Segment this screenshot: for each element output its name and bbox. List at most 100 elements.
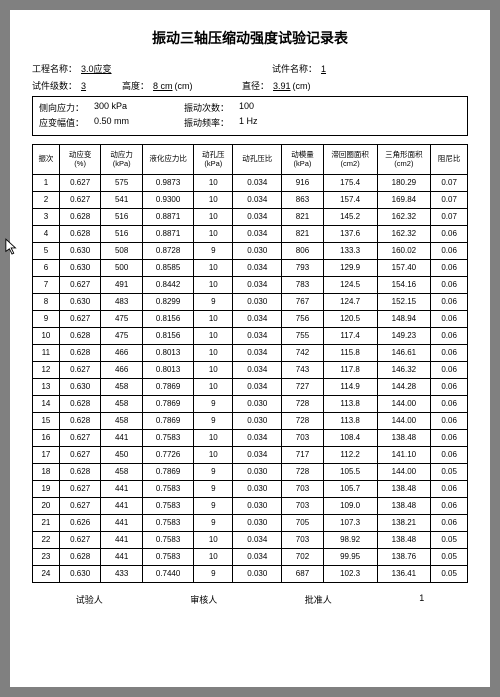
table-cell: 0.7869: [142, 464, 193, 481]
table-cell: 433: [101, 566, 143, 583]
table-cell: 0.06: [431, 260, 468, 277]
table-cell: 703: [282, 532, 324, 549]
table-cell: 4: [33, 226, 60, 243]
table-cell: 742: [282, 345, 324, 362]
table-cell: 108.4: [323, 430, 377, 447]
table-cell: 441: [101, 515, 143, 532]
table-row: 240.6304330.744090.030687102.3136.410.05: [33, 566, 468, 583]
spec-label: 试件名称：: [272, 62, 317, 75]
table-cell: 9: [194, 481, 233, 498]
footer-reviewer: 审核人: [190, 593, 217, 606]
b2a-label: 应变幅值：: [39, 116, 94, 129]
table-header-cell: 动孔压比: [233, 145, 282, 175]
table-cell: 0.627: [59, 277, 101, 294]
table-cell: 2: [33, 192, 60, 209]
table-cell: 0.06: [431, 515, 468, 532]
table-cell: 0.628: [59, 328, 101, 345]
height-unit: (cm): [175, 81, 193, 91]
table-cell: 0.06: [431, 277, 468, 294]
table-cell: 500: [101, 260, 143, 277]
table-cell: 162.32: [377, 209, 431, 226]
table-cell: 10: [194, 532, 233, 549]
table-cell: 138.21: [377, 515, 431, 532]
spec-value: 1: [321, 64, 326, 74]
table-cell: 9: [194, 294, 233, 311]
table-row: 140.6284580.786990.030728113.8144.000.06: [33, 396, 468, 413]
table-cell: 0.06: [431, 311, 468, 328]
table-cell: 756: [282, 311, 324, 328]
table-cell: 705: [282, 515, 324, 532]
table-cell: 475: [101, 311, 143, 328]
table-cell: 441: [101, 549, 143, 566]
table-cell: 0.034: [233, 430, 282, 447]
proj-value: 3.0应变: [81, 62, 112, 75]
table-cell: 10: [194, 277, 233, 294]
table-cell: 466: [101, 345, 143, 362]
table-cell: 491: [101, 277, 143, 294]
table-cell: 767: [282, 294, 324, 311]
table-cell: 13: [33, 379, 60, 396]
table-cell: 793: [282, 260, 324, 277]
table-cell: 112.2: [323, 447, 377, 464]
table-cell: 516: [101, 209, 143, 226]
table-row: 50.6305080.872890.030806133.3160.020.06: [33, 243, 468, 260]
table-cell: 0.628: [59, 464, 101, 481]
b2b-label: 振动频率：: [184, 116, 239, 129]
footer: 试验人 审核人 批准人 1: [32, 593, 468, 606]
table-cell: 10: [194, 345, 233, 362]
table-cell: 138.48: [377, 481, 431, 498]
table-cell: 0.034: [233, 277, 282, 294]
table-cell: 0.628: [59, 345, 101, 362]
table-cell: 806: [282, 243, 324, 260]
table-cell: 16: [33, 430, 60, 447]
table-row: 230.6284410.7583100.03470299.95138.760.0…: [33, 549, 468, 566]
table-cell: 0.630: [59, 243, 101, 260]
table-cell: 157.40: [377, 260, 431, 277]
table-cell: 821: [282, 209, 324, 226]
table-cell: 0.628: [59, 226, 101, 243]
table-cell: 15: [33, 413, 60, 430]
table-header-cell: 动孔压(kPa): [194, 145, 233, 175]
table-cell: 0.7440: [142, 566, 193, 583]
b1a-value: 300 kPa: [94, 101, 184, 114]
table-cell: 0.030: [233, 481, 282, 498]
table-body: 10.6275750.9873100.034916175.4180.290.07…: [33, 175, 468, 583]
table-row: 220.6274410.7583100.03470398.92138.480.0…: [33, 532, 468, 549]
footer-tester: 试验人: [76, 593, 103, 606]
table-cell: 152.15: [377, 294, 431, 311]
height-label: 高度：: [122, 79, 149, 92]
table-cell: 0.628: [59, 396, 101, 413]
table-cell: 124.7: [323, 294, 377, 311]
table-cell: 728: [282, 413, 324, 430]
b1b-label: 振动次数：: [184, 101, 239, 114]
table-cell: 9: [194, 464, 233, 481]
table-cell: 0.05: [431, 549, 468, 566]
table-cell: 107.3: [323, 515, 377, 532]
table-cell: 516: [101, 226, 143, 243]
table-cell: 175.4: [323, 175, 377, 192]
table-row: 30.6285160.8871100.034821145.2162.320.07: [33, 209, 468, 226]
table-cell: 9: [194, 243, 233, 260]
table-cell: 0.034: [233, 549, 282, 566]
table-cell: 157.4: [323, 192, 377, 209]
table-cell: 9: [194, 515, 233, 532]
diam-unit: (cm): [293, 81, 311, 91]
table-cell: 149.23: [377, 328, 431, 345]
table-cell: 0.7869: [142, 396, 193, 413]
table-cell: 0.628: [59, 413, 101, 430]
table-cell: 0.627: [59, 481, 101, 498]
table-cell: 124.5: [323, 277, 377, 294]
table-cell: 117.4: [323, 328, 377, 345]
table-cell: 458: [101, 464, 143, 481]
table-cell: 138.48: [377, 532, 431, 549]
footer-page: 1: [419, 593, 424, 606]
table-row: 100.6284750.8156100.034755117.4149.230.0…: [33, 328, 468, 345]
table-cell: 105.7: [323, 481, 377, 498]
table-cell: 0.034: [233, 311, 282, 328]
table-row: 80.6304830.829990.030767124.7152.150.06: [33, 294, 468, 311]
table-cell: 541: [101, 192, 143, 209]
table-row: 110.6284660.8013100.034742115.8146.610.0…: [33, 345, 468, 362]
table-cell: 10: [194, 549, 233, 566]
table-cell: 0.06: [431, 345, 468, 362]
layer-label: 试件级数：: [32, 79, 77, 92]
